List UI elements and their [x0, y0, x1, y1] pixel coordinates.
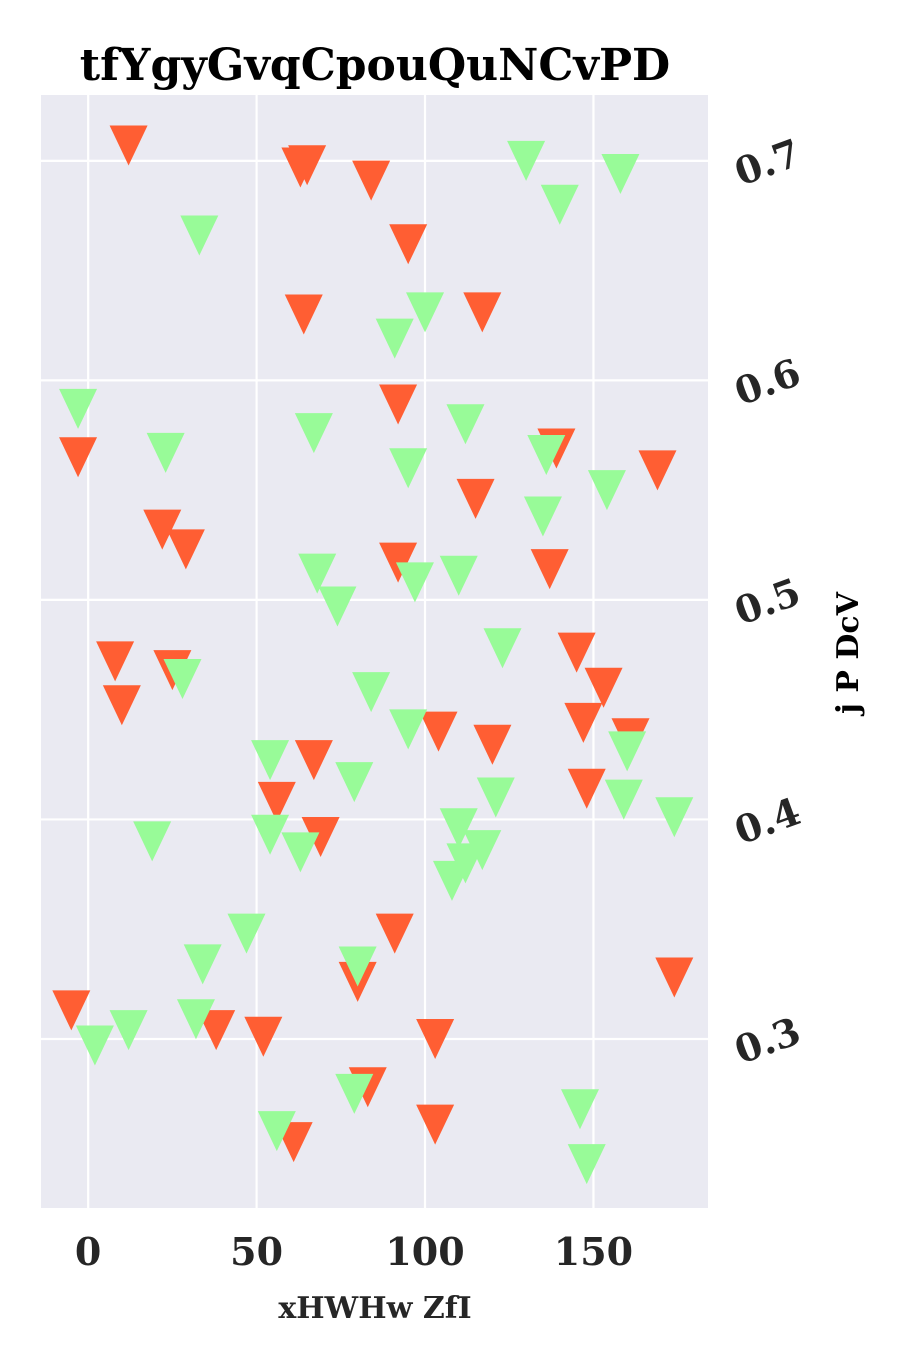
- data-point: [75, 1025, 114, 1066]
- data-point: [560, 1089, 599, 1130]
- data-point: [251, 814, 290, 855]
- data-point: [180, 215, 219, 256]
- data-point: [375, 913, 414, 954]
- y-tick-label: 0.3: [729, 1008, 807, 1073]
- data-point: [389, 224, 428, 265]
- series-2: [59, 140, 694, 1185]
- data-point: [567, 1144, 606, 1185]
- data-point: [375, 318, 414, 359]
- data-point: [389, 448, 428, 489]
- data-point: [416, 1104, 455, 1145]
- data-point: [133, 821, 172, 862]
- y-tick-label: 0.7: [729, 130, 807, 195]
- x-axis-label: xHWHw ZfI: [278, 1291, 471, 1326]
- data-point: [584, 667, 623, 708]
- data-point: [176, 999, 215, 1040]
- data-point: [567, 768, 606, 809]
- data-point: [257, 1111, 296, 1152]
- data-point: [432, 860, 471, 901]
- data-point: [163, 658, 202, 699]
- data-point: [446, 404, 485, 445]
- data-point: [463, 830, 502, 871]
- chart-title: tfYgyGvqCpouQuNCvPD: [80, 40, 670, 91]
- data-point: [197, 1010, 236, 1051]
- data-point: [109, 1010, 148, 1051]
- data-points: [52, 125, 694, 1185]
- data-point: [655, 957, 694, 998]
- x-tick-label: 150: [554, 1229, 633, 1274]
- data-point: [604, 779, 643, 820]
- data-point: [281, 832, 320, 873]
- data-point: [527, 435, 566, 476]
- data-point: [352, 160, 391, 201]
- y-axis-label: j P DcV: [831, 591, 866, 717]
- data-point: [352, 672, 391, 713]
- data-point: [301, 817, 340, 857]
- data-point: [476, 777, 515, 818]
- data-point: [523, 496, 562, 537]
- data-point: [294, 413, 333, 454]
- data-point: [587, 470, 626, 511]
- data-point: [335, 762, 374, 803]
- x-tick-label: 0: [75, 1229, 101, 1274]
- x-tick-label: 100: [385, 1229, 464, 1274]
- data-point: [294, 740, 333, 781]
- data-point: [655, 797, 694, 838]
- data-point: [288, 145, 327, 186]
- data-point: [406, 292, 445, 333]
- data-point: [540, 184, 579, 225]
- data-point: [251, 740, 290, 781]
- data-point: [557, 632, 596, 673]
- data-point: [52, 990, 91, 1031]
- data-point: [608, 731, 647, 772]
- data-point: [284, 294, 323, 335]
- data-point: [244, 1016, 283, 1057]
- data-point: [416, 1018, 455, 1059]
- data-point: [143, 509, 182, 550]
- data-point: [102, 685, 141, 726]
- data-point: [483, 628, 522, 669]
- data-point: [395, 562, 434, 603]
- data-point: [601, 154, 640, 195]
- data-point: [59, 437, 98, 478]
- data-point: [59, 388, 98, 429]
- y-axis-ticks: 0.3 0.4 0.5 0.6 0.7: [729, 130, 807, 1073]
- y-tick-label: 0.6: [729, 349, 807, 414]
- data-point: [96, 641, 135, 682]
- data-point: [439, 808, 478, 849]
- data-point: [564, 702, 603, 743]
- data-point: [379, 384, 418, 425]
- data-point: [227, 913, 266, 954]
- data-point: [439, 555, 478, 596]
- y-tick-label: 0.4: [729, 788, 807, 853]
- data-point: [530, 549, 569, 590]
- data-point: [638, 450, 677, 491]
- data-point: [473, 724, 512, 765]
- y-tick-label: 0.5: [729, 569, 807, 634]
- data-point: [419, 711, 458, 752]
- plot-area: [41, 95, 708, 1208]
- data-point: [338, 946, 377, 987]
- data-point: [257, 781, 296, 822]
- data-point: [335, 1073, 374, 1114]
- data-point: [166, 529, 205, 570]
- data-point: [318, 586, 357, 627]
- data-point: [183, 944, 222, 985]
- data-point: [298, 553, 337, 594]
- data-point: [146, 432, 185, 473]
- data-point: [456, 478, 495, 519]
- x-tick-label: 50: [230, 1229, 283, 1274]
- x-axis-ticks: 0 50 100 150: [75, 1229, 633, 1274]
- data-point: [389, 709, 428, 750]
- data-point: [109, 125, 148, 166]
- data-point: [507, 140, 546, 181]
- data-point: [463, 292, 502, 333]
